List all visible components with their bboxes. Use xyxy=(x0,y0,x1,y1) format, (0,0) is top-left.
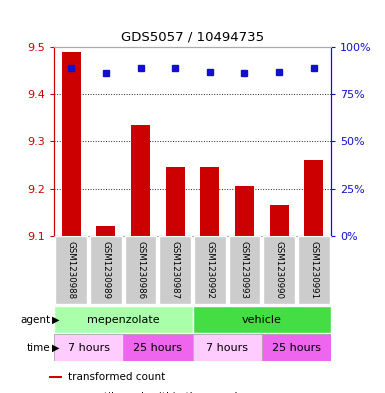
Text: 25 hours: 25 hours xyxy=(133,343,182,353)
Bar xyxy=(298,237,330,304)
Text: percentile rank within the sample: percentile rank within the sample xyxy=(68,391,244,393)
Bar xyxy=(263,237,295,304)
Bar xyxy=(200,167,219,236)
Bar xyxy=(62,52,81,236)
Bar xyxy=(55,237,87,304)
Bar xyxy=(54,306,192,333)
Text: GSM1230989: GSM1230989 xyxy=(101,241,110,299)
Bar xyxy=(96,226,116,236)
Title: GDS5057 / 10494735: GDS5057 / 10494735 xyxy=(121,30,264,43)
Bar xyxy=(54,334,123,361)
Text: transformed count: transformed count xyxy=(68,372,166,382)
Bar xyxy=(235,186,254,236)
Text: 7 hours: 7 hours xyxy=(67,343,110,353)
Text: GSM1230991: GSM1230991 xyxy=(309,241,318,299)
Text: ▶: ▶ xyxy=(52,343,59,353)
Bar xyxy=(304,160,323,236)
Bar xyxy=(123,334,192,361)
Text: GSM1230993: GSM1230993 xyxy=(240,241,249,299)
Text: ▶: ▶ xyxy=(52,314,59,325)
Bar xyxy=(194,237,226,304)
Bar xyxy=(125,237,156,304)
Bar xyxy=(90,237,122,304)
Text: mepenzolate: mepenzolate xyxy=(87,314,159,325)
Bar xyxy=(166,167,185,236)
Bar xyxy=(159,237,191,304)
Bar xyxy=(49,376,62,378)
Text: GSM1230988: GSM1230988 xyxy=(67,241,76,299)
Text: GSM1230992: GSM1230992 xyxy=(205,241,214,299)
Text: 7 hours: 7 hours xyxy=(206,343,248,353)
Bar xyxy=(131,125,150,236)
Text: agent: agent xyxy=(20,314,50,325)
Text: GSM1230986: GSM1230986 xyxy=(136,241,145,299)
Bar xyxy=(229,237,260,304)
Text: vehicle: vehicle xyxy=(242,314,282,325)
Bar xyxy=(192,306,331,333)
Text: time: time xyxy=(27,343,50,353)
Bar xyxy=(270,205,289,236)
Text: GSM1230990: GSM1230990 xyxy=(275,241,284,299)
Bar xyxy=(262,334,331,361)
Bar xyxy=(192,334,262,361)
Text: GSM1230987: GSM1230987 xyxy=(171,241,180,299)
Text: 25 hours: 25 hours xyxy=(272,343,321,353)
